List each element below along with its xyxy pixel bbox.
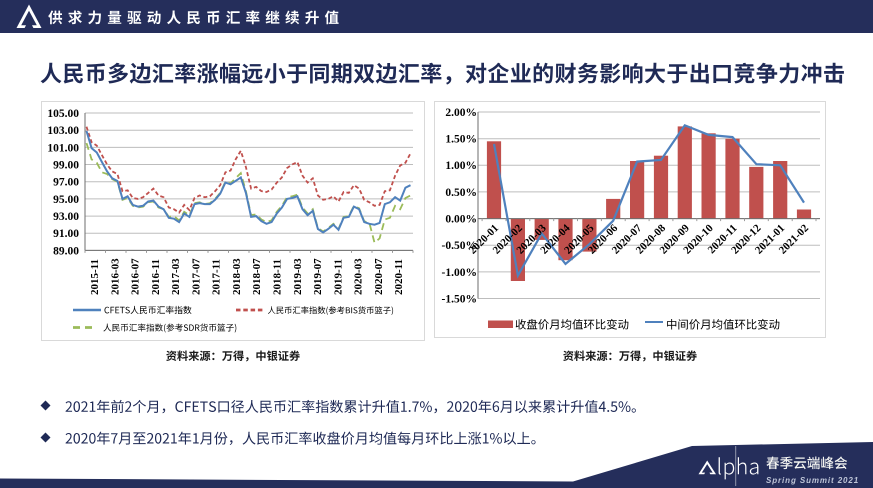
- svg-text:2016-11: 2016-11: [150, 259, 162, 295]
- svg-text:2019-11: 2019-11: [332, 259, 344, 295]
- svg-text:2020-07: 2020-07: [373, 258, 385, 295]
- svg-text:2018-11: 2018-11: [272, 259, 284, 295]
- svg-text:2018-07: 2018-07: [251, 258, 263, 295]
- svg-text:93.00: 93.00: [53, 211, 79, 223]
- svg-text:103.00: 103.00: [47, 125, 79, 137]
- svg-text:2016-07: 2016-07: [130, 258, 142, 295]
- svg-text:2017-11: 2017-11: [211, 259, 223, 295]
- svg-text:0.50%: 0.50%: [445, 187, 477, 199]
- svg-text:95.00: 95.00: [53, 194, 79, 206]
- svg-text:-1.00%: -1.00%: [442, 267, 477, 279]
- svg-text:101.00: 101.00: [47, 142, 79, 154]
- svg-text:-0.50%: -0.50%: [442, 240, 477, 252]
- svg-text:97.00: 97.00: [53, 177, 79, 189]
- svg-text:105.00: 105.00: [47, 108, 79, 120]
- svg-text:2015-11: 2015-11: [89, 259, 101, 295]
- svg-text:2017-03: 2017-03: [170, 258, 182, 295]
- svg-text:2020-11: 2020-11: [393, 259, 405, 295]
- svg-text:0.00%: 0.00%: [445, 214, 477, 226]
- svg-text:1.50%: 1.50%: [445, 134, 477, 146]
- svg-text:99.00: 99.00: [53, 159, 79, 171]
- svg-text:2.00%: 2.00%: [445, 107, 477, 119]
- svg-text:2020-03: 2020-03: [353, 258, 365, 295]
- svg-text:91.00: 91.00: [53, 228, 79, 240]
- svg-text:89.00: 89.00: [53, 245, 79, 257]
- svg-text:2019-03: 2019-03: [292, 258, 304, 295]
- svg-text:2019-07: 2019-07: [312, 258, 324, 295]
- svg-text:2016-03: 2016-03: [109, 258, 121, 295]
- svg-text:-1.50%: -1.50%: [442, 293, 477, 305]
- svg-text:2018-03: 2018-03: [231, 258, 243, 295]
- svg-text:2017-07: 2017-07: [190, 258, 202, 295]
- svg-text:1.00%: 1.00%: [445, 160, 477, 172]
